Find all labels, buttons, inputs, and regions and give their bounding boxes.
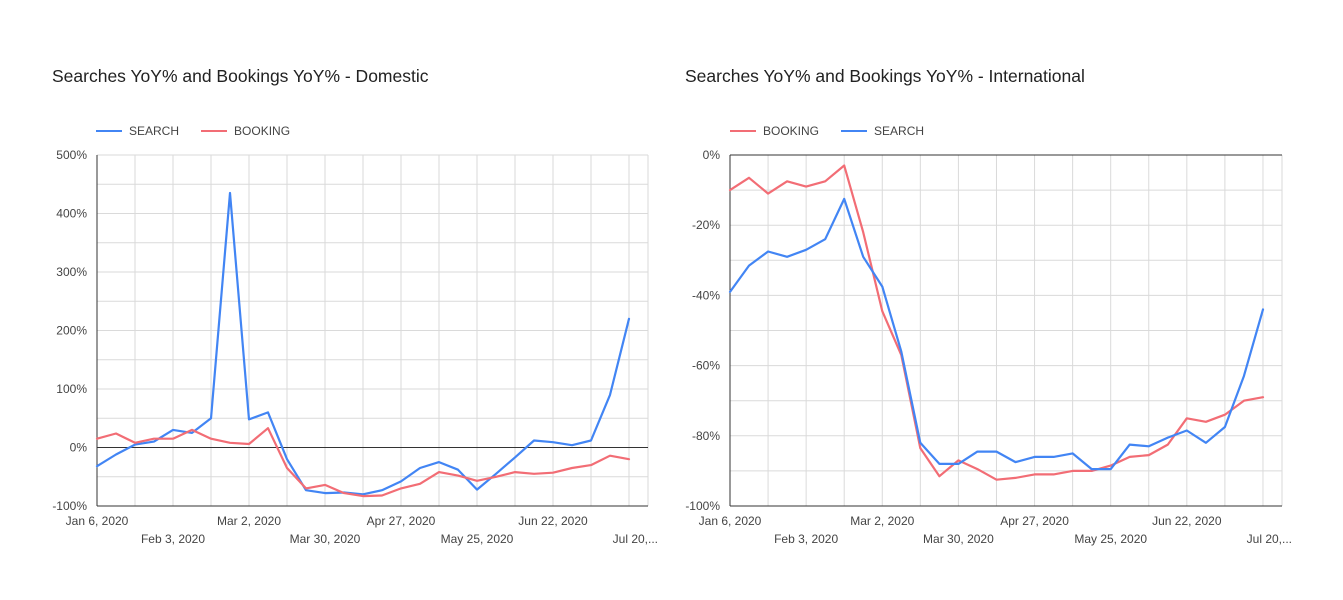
y-tick-label: -60%: [692, 359, 720, 373]
chart-title: Searches YoY% and Bookings YoY% - Domest…: [52, 66, 429, 86]
y-tick-label: 100%: [56, 382, 87, 396]
domestic-line-chart: -100% 0% 100% 200% 300% 400% 500% Jan 6, 2020 Fe…: [52, 148, 658, 546]
y-tick-label: -80%: [692, 429, 720, 443]
x-tick-label: Jul 20,...: [613, 532, 658, 546]
legend-swatch: [730, 130, 756, 132]
y-tick-label: 400%: [56, 207, 87, 221]
series-line-booking: [95, 427, 631, 498]
chart-legend: BOOKING SEARCH: [730, 124, 946, 138]
x-tick-label: Mar 30, 2020: [923, 532, 994, 546]
x-tick-label: Feb 3, 2020: [774, 532, 838, 546]
y-tick-label: -20%: [692, 218, 720, 232]
x-tick-label: Mar 2, 2020: [217, 514, 281, 528]
x-tick-label: Apr 27, 2020: [367, 514, 436, 528]
legend-label: SEARCH: [129, 124, 180, 138]
legend-item-booking[interactable]: BOOKING: [201, 124, 290, 138]
y-tick-label: -100%: [685, 499, 720, 513]
y-tick-label: 0%: [70, 441, 88, 455]
x-tick-label: Jun 22, 2020: [518, 514, 588, 528]
legend-label: BOOKING: [234, 124, 291, 138]
legend-label: BOOKING: [763, 124, 820, 138]
legend-swatch: [96, 130, 122, 132]
x-tick-label: May 25, 2020: [1074, 532, 1147, 546]
x-tick-label: Jan 6, 2020: [66, 514, 129, 528]
legend-item-booking[interactable]: BOOKING: [730, 124, 819, 138]
legend-label: SEARCH: [874, 124, 925, 138]
legend-swatch: [841, 130, 868, 132]
international-chart-panel: Searches YoY% and Bookings YoY% - Intern…: [672, 0, 1343, 600]
international-line-chart: -100% -80% -60% -40% -20% 0% Jan 6, 2020 Feb 3,…: [685, 148, 1292, 546]
y-tick-label: 300%: [56, 265, 87, 279]
x-tick-label: Jun 22, 2020: [1152, 514, 1222, 528]
x-tick-label: Apr 27, 2020: [1000, 514, 1069, 528]
legend-item-search[interactable]: SEARCH: [96, 124, 179, 138]
y-tick-label: 200%: [56, 324, 87, 338]
x-tick-label: Jan 6, 2020: [699, 514, 762, 528]
x-tick-label: Mar 30, 2020: [290, 532, 361, 546]
y-tick-label: -100%: [52, 499, 87, 513]
y-tick-label: 500%: [56, 148, 87, 162]
x-tick-label: May 25, 2020: [441, 532, 514, 546]
domestic-chart-panel: Searches YoY% and Bookings YoY% - Domest…: [52, 66, 658, 546]
series-line-search: [728, 197, 1265, 471]
y-tick-label: 0%: [703, 148, 721, 162]
x-tick-label: Mar 2, 2020: [850, 514, 914, 528]
chart-legend: SEARCH BOOKING: [96, 124, 312, 138]
chart-title: Searches YoY% and Bookings YoY% - Intern…: [685, 66, 1085, 86]
legend-item-search[interactable]: SEARCH: [841, 124, 924, 138]
legend-swatch: [201, 130, 228, 132]
x-tick-label: Jul 20,...: [1247, 532, 1292, 546]
y-tick-label: -40%: [692, 288, 720, 302]
x-tick-label: Feb 3, 2020: [141, 532, 205, 546]
